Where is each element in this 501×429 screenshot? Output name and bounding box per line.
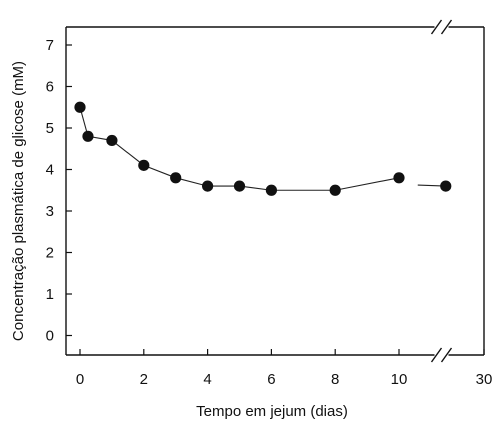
- x-tick-label: 10: [391, 371, 408, 388]
- x-tick-label: 2: [140, 371, 148, 388]
- data-point: [265, 184, 277, 196]
- data-point: [440, 180, 452, 192]
- data-point: [138, 159, 150, 171]
- axis-break-gap: [434, 25, 449, 29]
- x-tick-label: 4: [203, 371, 211, 388]
- axis-break-slash: [440, 19, 453, 35]
- x-axis: 0 2 4 6 8 10 30: [76, 349, 493, 388]
- axis-break-marks: [430, 19, 453, 363]
- data-point: [329, 184, 341, 196]
- data-point: [170, 172, 182, 184]
- data-point: [74, 101, 86, 113]
- y-tick-label: 3: [46, 203, 54, 220]
- y-tick-label: 0: [46, 328, 54, 345]
- axis-break-gap: [434, 353, 449, 357]
- plot-frame: [65, 26, 485, 356]
- x-axis-label: Tempo em jejum (dias): [196, 403, 348, 420]
- series-line: [79, 107, 400, 191]
- data-point: [82, 130, 94, 142]
- x-tick-label: 30: [476, 371, 493, 388]
- data-point: [393, 172, 405, 184]
- x-tick-label: 0: [76, 371, 84, 388]
- axis-break-slash: [440, 347, 453, 363]
- y-tick-label: 6: [46, 79, 54, 96]
- plot-series: [74, 101, 452, 196]
- axis-break-slash: [430, 347, 443, 363]
- data-point: [106, 134, 118, 147]
- data-point: [233, 180, 246, 192]
- y-axis: 0 1 2 3 4 5 6 7: [46, 37, 72, 345]
- y-tick-label: 1: [46, 286, 54, 303]
- axis-break-slash: [430, 19, 443, 35]
- y-tick-label: 7: [46, 37, 54, 54]
- y-tick-label: 4: [46, 162, 54, 179]
- x-tick-label: 6: [267, 371, 275, 388]
- y-tick-label: 5: [46, 120, 54, 137]
- x-tick-label: 8: [331, 371, 339, 388]
- y-axis-label: Concentração plasmática de glicose (mM): [10, 61, 27, 341]
- y-tick-label: 2: [46, 245, 54, 262]
- data-point: [202, 180, 214, 192]
